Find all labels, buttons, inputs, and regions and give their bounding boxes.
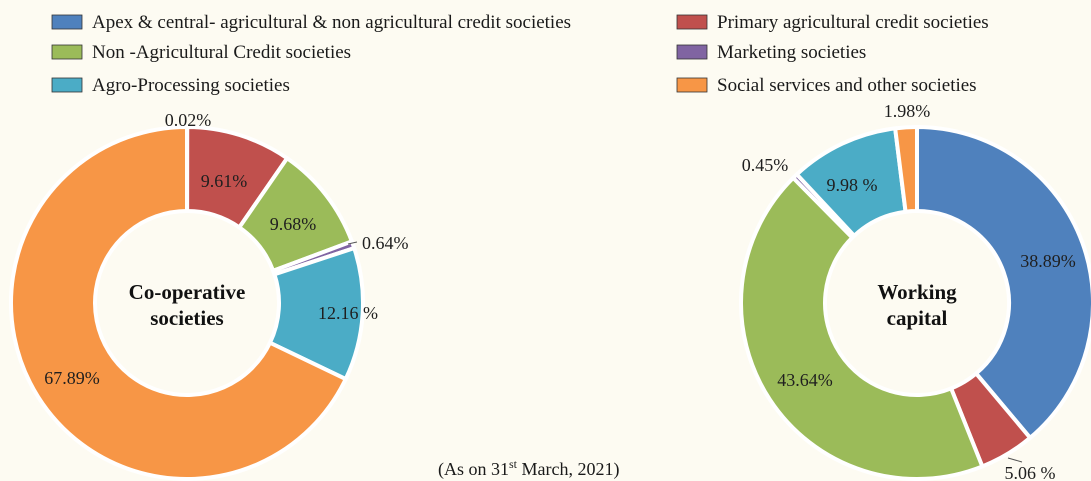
donut-slice (739, 175, 985, 481)
legend-item: Marketing societies (676, 42, 866, 63)
legend-swatch (676, 14, 708, 30)
legend-label: Social services and other societies (717, 75, 977, 96)
center-label: Co-operative (129, 280, 246, 304)
data-label: 43.64% (777, 370, 833, 390)
donut-slice (892, 124, 919, 214)
legend-item: Agro-Processing societies (51, 75, 290, 96)
donut-slice (915, 124, 1091, 441)
data-label: 1.98% (884, 101, 931, 121)
center-label: societies (150, 306, 223, 330)
legend-item: Non -Agricultural Credit societies (51, 42, 351, 63)
legend-swatch (51, 44, 83, 60)
legend-swatch (51, 14, 83, 30)
data-label: 0.45% (742, 155, 789, 175)
legend-label: Agro-Processing societies (92, 75, 290, 96)
legend-item: Apex & central- agricultural & non agric… (51, 12, 571, 33)
legend-label: Marketing societies (717, 42, 866, 63)
footnote-suffix: March, 2021) (517, 459, 619, 480)
data-label: 9.98 % (827, 175, 878, 195)
footnote: (As on 31st March, 2021) (438, 457, 620, 480)
center-label: capital (887, 306, 948, 330)
data-label: 38.89% (1020, 251, 1076, 271)
donut-chart-cooperative-societies: 0.02% 9.61% 9.68% 0.64% 12.16 % 67.89% Co-oper… (9, 110, 409, 481)
data-label: 67.89% (44, 368, 100, 388)
footnote-sup: st (509, 457, 518, 471)
footnote-prefix: (As on 31 (438, 459, 509, 480)
legend-swatch (51, 77, 83, 93)
legend: Apex & central- agricultural & non agric… (51, 12, 989, 96)
legend-label: Primary agricultural credit societies (717, 12, 989, 33)
data-label: 9.68% (270, 214, 317, 234)
leader-line (347, 241, 358, 245)
data-label: 0.02% (165, 110, 212, 130)
legend-swatch (676, 44, 708, 60)
legend-item: Social services and other societies (676, 75, 977, 96)
data-label: 12.16 % (318, 303, 378, 323)
legend-label: Apex & central- agricultural & non agric… (92, 12, 571, 33)
data-label: 9.61% (201, 171, 248, 191)
legend-label: Non -Agricultural Credit societies (92, 42, 351, 63)
donut-slice (9, 124, 349, 481)
legend-item: Primary agricultural credit societies (676, 12, 989, 33)
data-label: 0.64% (362, 233, 409, 253)
legend-swatch (676, 77, 708, 93)
leader-line (1007, 457, 1023, 463)
donut-chart-working-capital: 38.89% 5.06 % 43.64% 0.45% 9.98 % 1.98% Workin… (739, 101, 1091, 481)
data-label: 5.06 % (1005, 463, 1056, 481)
center-label: Working (877, 280, 957, 304)
